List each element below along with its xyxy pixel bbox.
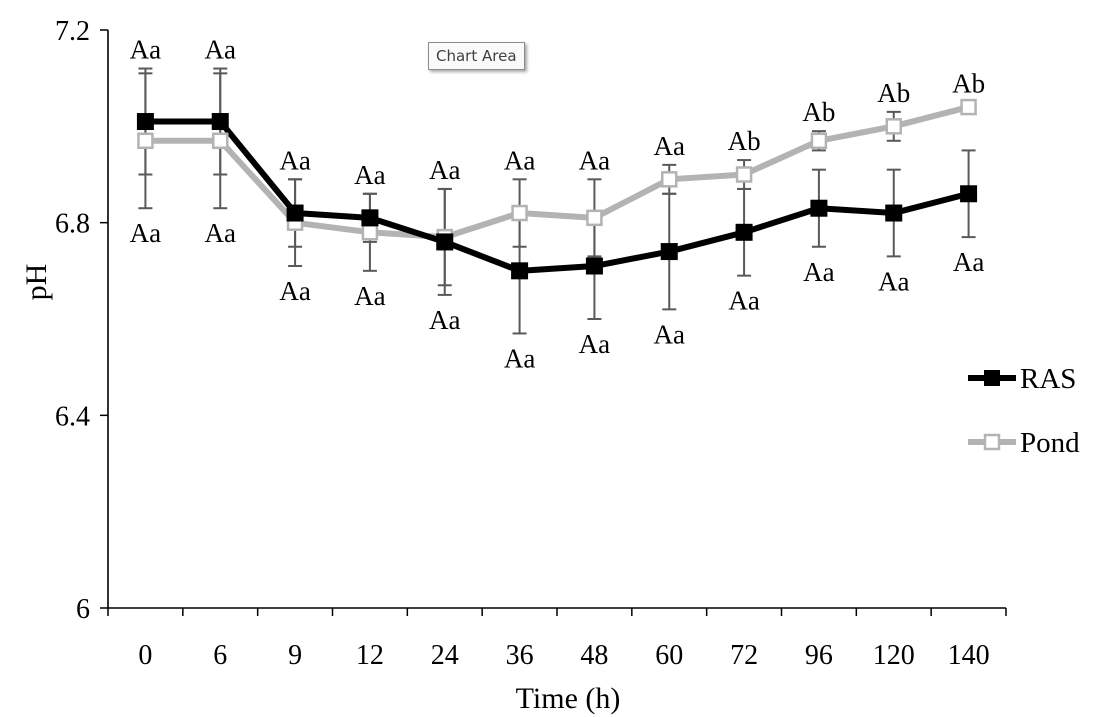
y-tick-label: 6.4 (55, 401, 90, 432)
point-pond (885, 118, 902, 135)
label-ras: Aa (579, 329, 610, 359)
series-line-ras (145, 118, 970, 274)
axes (107, 30, 1006, 609)
label-ras: Aa (429, 305, 460, 335)
series-line-pond (145, 104, 970, 241)
point-ras (810, 199, 828, 217)
y-tick-label: 6 (76, 594, 90, 625)
x-tick-label: 0 (138, 640, 152, 671)
label-pond: Aa (579, 145, 610, 175)
point-ras (511, 262, 529, 280)
label-ras: Aa (728, 286, 759, 316)
x-tick-label: 120 (873, 640, 915, 671)
x-tick-label: 96 (805, 640, 833, 671)
legend-label-ras: RAS (1020, 363, 1076, 395)
point-ras (735, 223, 753, 241)
x-tick-label: 60 (655, 640, 683, 671)
point-ras (436, 233, 454, 251)
x-tick-label: 6 (213, 640, 227, 671)
label-pond: Ab (728, 126, 761, 156)
legend-marker-ras (984, 370, 1000, 386)
point-pond (810, 132, 828, 150)
point-ras (960, 185, 978, 203)
label-pond: Aa (279, 276, 310, 306)
legend: RAS Pond (968, 363, 1080, 459)
point-ras (585, 257, 603, 275)
point-pond (212, 132, 229, 150)
label-ras: Aa (953, 247, 984, 277)
label-pond: Aa (429, 155, 460, 185)
x-tick-label: 12 (356, 640, 384, 671)
label-pond: Aa (504, 145, 535, 175)
point-pond (361, 224, 379, 241)
point-ras (361, 209, 379, 227)
label-ras: Aa (354, 160, 385, 190)
y-tick-label: 6.8 (55, 209, 90, 240)
label-ras: Aa (803, 257, 834, 287)
point-ras (211, 113, 229, 131)
label-ras: Aa (878, 266, 909, 296)
x-tick-label: 9 (288, 640, 302, 671)
y-axis-title: pH (20, 264, 53, 301)
x-tick-label: 72 (730, 640, 758, 671)
label-pond: Aa (130, 218, 161, 248)
point-ras (885, 204, 903, 222)
point-pond (960, 98, 977, 116)
point-pond (735, 166, 753, 183)
x-tick-label: 36 (506, 640, 534, 671)
label-ras: Aa (130, 35, 161, 65)
label-ras: Aa (654, 319, 685, 349)
y-tick-label: 7.2 (55, 16, 90, 47)
legend-label-pond: Pond (1020, 427, 1080, 459)
point-ras (660, 243, 678, 261)
chart-area-tooltip: Chart Area (428, 42, 525, 70)
label-ras: Aa (279, 145, 310, 175)
point-pond (137, 132, 154, 150)
x-tick-label: 24 (431, 640, 459, 671)
x-tick-label: 48 (580, 640, 608, 671)
label-pond: Ab (877, 78, 910, 108)
point-pond (586, 209, 603, 227)
point-ras (286, 204, 304, 222)
point-pond (511, 204, 528, 222)
label-pond: Aa (354, 281, 385, 311)
x-tick-label: 140 (948, 640, 990, 671)
label-pond: Ab (802, 97, 835, 127)
label-ras: Aa (504, 343, 535, 373)
legend-marker-pond (983, 433, 1001, 451)
x-axis-title: Time (h) (516, 682, 621, 715)
label-pond: Aa (205, 218, 236, 248)
label-pond: Ab (952, 68, 985, 98)
point-pond (661, 171, 678, 188)
label-pond: Aa (654, 131, 685, 161)
label-ras: Aa (205, 35, 236, 65)
point-ras (136, 113, 154, 131)
